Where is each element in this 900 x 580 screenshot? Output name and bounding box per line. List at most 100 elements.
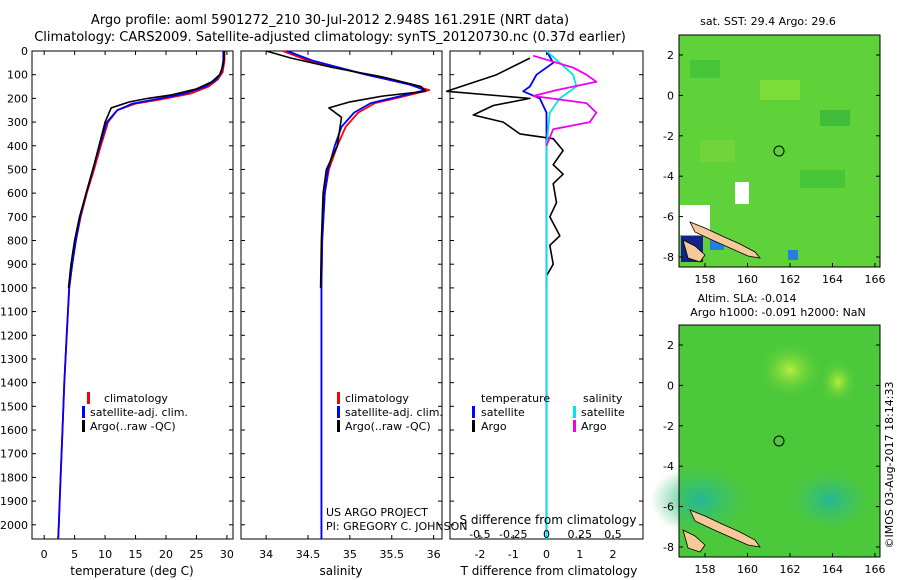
copyright-stamp: ©IMOS 03-Aug-2017 18:14:33 <box>883 382 896 549</box>
legend-swatch-climatology <box>87 392 90 404</box>
x-tick-label: -1 <box>508 548 519 561</box>
map-y-tick-label: 0 <box>667 379 674 392</box>
x-tick-label: 0 <box>543 548 550 561</box>
series-line-argo-raw-qc <box>67 50 226 288</box>
depth-tick-label: 100 <box>7 69 28 82</box>
s-tick-label: 0 <box>543 528 550 541</box>
salinity-panel-frame <box>240 50 443 540</box>
legend-label-satellite: satellite-adj. clim. <box>90 406 188 419</box>
legend-swatch-climatology <box>337 392 340 404</box>
x-tick-label: 30 <box>220 548 234 561</box>
map-y-tick-label: -2 <box>663 130 674 143</box>
legend-label-s-argo: Argo <box>581 420 607 433</box>
map-y-tick-label: -4 <box>663 460 674 473</box>
s-tick-label: 0.5 <box>604 528 622 541</box>
map-x-tick-label: 162 <box>780 273 801 286</box>
x-tick-label: 35 <box>343 548 357 561</box>
map-y-tick-label: 0 <box>667 89 674 102</box>
coastline <box>682 239 706 263</box>
x-tick-label: 25 <box>189 548 203 561</box>
sla-map-title-line1: Altim. SLA: -0.014 <box>697 292 796 305</box>
depth-tick-label: 1700 <box>0 448 28 461</box>
x-tick-label: 2 <box>610 548 617 561</box>
depth-tick-label: 1500 <box>0 400 28 413</box>
depth-axis: 0 100 200 300 400 500 600 700 800 900 1000 1100 1200… <box>0 45 643 532</box>
legend-header-temperature: temperature <box>481 392 550 405</box>
series-line-climatology <box>57 51 226 540</box>
series-line-climatology <box>282 50 431 539</box>
argo-float-marker <box>773 145 785 157</box>
legend-label-t-argo: Argo <box>481 420 507 433</box>
map-x-tick-label: 164 <box>822 273 843 286</box>
depth-tick-label: 1800 <box>0 471 28 484</box>
depth-tick-label: 700 <box>7 211 28 224</box>
sla-map-axes: 2 0 -2 -4 -6 -8 158 160 162 164 166 <box>663 339 885 576</box>
x-tick-label: 35.5 <box>380 548 405 561</box>
depth-tick-label: 1000 <box>0 282 28 295</box>
depth-tick-label: 2000 <box>0 519 28 532</box>
sla-high-anomaly <box>758 342 822 398</box>
map-y-tick-label: -6 <box>663 211 674 224</box>
project-name: US ARGO PROJECT <box>326 506 428 519</box>
series-line-satellite-adj-clim <box>57 51 225 540</box>
depth-tick-label: 1200 <box>0 329 28 342</box>
legend-swatch-satellite <box>337 406 340 418</box>
x-tick-label: 20 <box>159 548 173 561</box>
legend-swatch-t-satellite <box>472 406 475 418</box>
legend-swatch-argo <box>82 420 85 432</box>
salinity-legend: climatology satellite-adj. clim. Argo(..… <box>337 392 443 433</box>
map-y-tick-label: 2 <box>667 49 674 62</box>
map-y-tick-label: -2 <box>663 420 674 433</box>
series-line-t-argo <box>445 57 564 288</box>
depth-tick-label: 400 <box>7 140 28 153</box>
t-difference-xlabel: T difference from climatology <box>460 564 638 578</box>
figure-title-line2: Climatology: CARS2009. Satellite-adjuste… <box>34 30 626 45</box>
map-y-tick-label: -6 <box>663 501 674 514</box>
s-difference-xlabel: S difference from climatology <box>460 513 637 527</box>
depth-tick-label: 1400 <box>0 377 28 390</box>
argo-float-marker <box>773 435 785 447</box>
temperature-panel-frame <box>31 50 234 540</box>
depth-tick-label: 1600 <box>0 424 28 437</box>
series-line-argo-raw-qc <box>265 50 427 288</box>
x-tick-label: 36 <box>427 548 441 561</box>
legend-swatch-s-satellite <box>573 406 576 418</box>
x-tick-label: 34 <box>259 548 273 561</box>
legend-header-salinity: salinity <box>583 392 623 405</box>
legend-swatch-t-argo <box>472 420 475 432</box>
sst-cold-patch <box>788 250 798 260</box>
x-tick-label: 34.5 <box>296 548 321 561</box>
x-tick-label: 1 <box>576 548 583 561</box>
sst-map-frame <box>678 34 881 268</box>
s-tick-label: -0.5 <box>469 528 490 541</box>
figure-title-line1: Argo profile: aoml 5901272_210 30-Jul-20… <box>90 13 570 28</box>
map-x-tick-label: 160 <box>737 273 758 286</box>
sla-high-anomaly <box>820 360 856 404</box>
coastline <box>689 221 761 259</box>
depth-tick-label: 200 <box>7 92 28 105</box>
map-y-tick-label: -8 <box>663 541 674 554</box>
depth-tick-label: 300 <box>7 116 28 129</box>
depth-tick-label: 0 <box>21 45 28 58</box>
sst-patch <box>760 80 800 100</box>
sst-map-axes: 2 0 -2 -4 -6 -8 158 160 162 164 166 <box>663 49 885 286</box>
depth-tick-label: 1100 <box>0 306 28 319</box>
salinity-xlabel: salinity <box>319 564 362 578</box>
sst-patch <box>820 110 850 126</box>
map-x-tick-label: 166 <box>865 563 886 576</box>
coastline <box>682 529 706 553</box>
map-x-tick-label: 158 <box>695 273 716 286</box>
difference-legend: temperature salinity satellite Argo sate… <box>472 392 625 433</box>
depth-tick-label: 1900 <box>0 495 28 508</box>
x-tick-label: 15 <box>129 548 143 561</box>
legend-label-argo: Argo(..raw -QC) <box>90 420 176 433</box>
depth-tick-label: 500 <box>7 163 28 176</box>
map-x-tick-label: 160 <box>737 563 758 576</box>
series-line-s-argo <box>532 54 598 147</box>
temperature-legend: climatology satellite-adj. clim. Argo(..… <box>82 392 188 433</box>
temperature-plot: 0 5 10 15 20 25 30 <box>41 50 234 561</box>
legend-label-climatology: climatology <box>104 392 168 405</box>
sla-low-anomaly <box>650 465 750 535</box>
map-x-tick-label: 166 <box>865 273 886 286</box>
